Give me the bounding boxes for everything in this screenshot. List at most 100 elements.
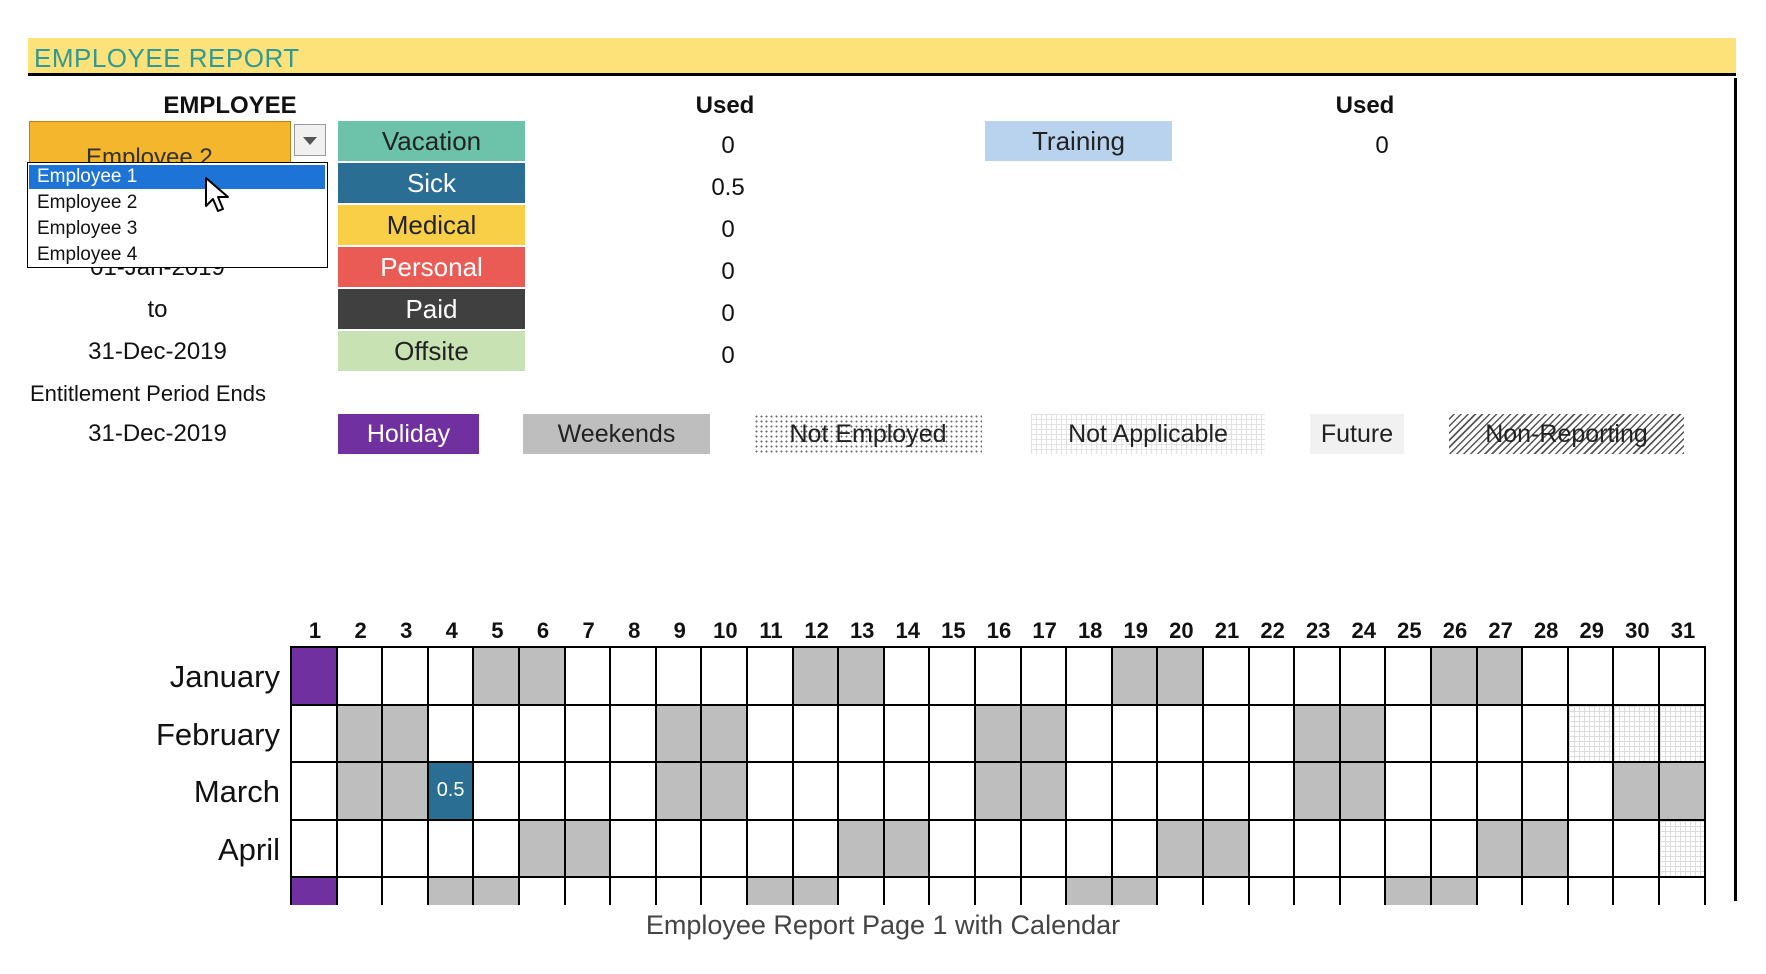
calendar-cell[interactable]	[930, 820, 976, 878]
calendar-cell[interactable]	[1340, 763, 1387, 821]
calendar-cell[interactable]	[1660, 763, 1706, 821]
calendar-cell[interactable]	[930, 878, 976, 905]
calendar-cell[interactable]	[793, 820, 840, 878]
calendar-cell[interactable]	[884, 820, 931, 878]
calendar-cell[interactable]	[383, 820, 429, 878]
calendar-cell[interactable]	[337, 705, 384, 763]
calendar-cell[interactable]	[1614, 763, 1660, 821]
calendar-cell[interactable]	[1158, 705, 1204, 763]
calendar-cell[interactable]	[1386, 878, 1432, 905]
calendar-cell[interactable]	[1204, 763, 1250, 821]
calendar-cell[interactable]	[338, 878, 384, 905]
calendar-cell[interactable]	[1523, 763, 1569, 821]
calendar-cell[interactable]	[383, 648, 429, 706]
calendar-cell[interactable]	[930, 648, 976, 706]
dropdown-option-employee-3[interactable]: Employee 3	[37, 218, 138, 239]
calendar-cell[interactable]	[1568, 820, 1615, 878]
calendar-cell[interactable]	[1067, 763, 1113, 821]
calendar-cell[interactable]	[748, 648, 794, 706]
calendar-cell[interactable]	[337, 648, 384, 706]
calendar-cell[interactable]	[428, 878, 475, 905]
calendar-cell[interactable]	[1386, 820, 1432, 878]
calendar-cell[interactable]	[1112, 763, 1159, 821]
calendar-cell[interactable]	[1432, 763, 1478, 821]
calendar-cell[interactable]	[337, 763, 384, 821]
calendar-cell[interactable]	[702, 648, 748, 706]
dropdown-option-employee-2[interactable]: Employee 2	[37, 192, 138, 213]
calendar-cell[interactable]	[1660, 648, 1706, 706]
calendar-cell[interactable]	[1386, 705, 1432, 763]
calendar-cell[interactable]	[383, 878, 429, 905]
calendar-cell[interactable]	[1067, 878, 1113, 905]
calendar-cell[interactable]	[702, 763, 748, 821]
calendar-cell[interactable]	[565, 763, 612, 821]
calendar-cell[interactable]	[1067, 705, 1113, 763]
calendar-cell[interactable]	[1523, 878, 1569, 905]
calendar-cell[interactable]	[1249, 763, 1296, 821]
calendar-cell[interactable]	[1112, 648, 1159, 706]
calendar-cell[interactable]	[1112, 820, 1159, 878]
calendar-cell[interactable]	[1295, 705, 1341, 763]
calendar-cell[interactable]	[1158, 648, 1204, 706]
calendar-cell[interactable]	[1568, 705, 1615, 763]
calendar-cell[interactable]	[1204, 820, 1250, 878]
calendar-cell[interactable]	[748, 878, 794, 905]
calendar-cell[interactable]	[474, 820, 520, 878]
calendar-cell[interactable]	[1295, 763, 1341, 821]
calendar-cell[interactable]	[793, 705, 840, 763]
calendar-cell[interactable]	[292, 705, 338, 763]
calendar-cell[interactable]	[656, 763, 703, 821]
calendar-cell[interactable]	[976, 648, 1022, 706]
calendar-cell[interactable]	[1386, 648, 1432, 706]
calendar-cell[interactable]	[1112, 878, 1159, 905]
calendar-cell[interactable]	[1523, 705, 1569, 763]
calendar-cell[interactable]	[1295, 878, 1341, 905]
calendar-cell[interactable]	[611, 763, 657, 821]
calendar-cell[interactable]	[474, 705, 520, 763]
calendar-cell[interactable]	[1340, 820, 1387, 878]
calendar-cell[interactable]	[611, 648, 657, 706]
calendar-cell[interactable]	[1569, 878, 1615, 905]
calendar-cell[interactable]	[1477, 705, 1524, 763]
calendar-cell[interactable]	[702, 878, 748, 905]
calendar-cell[interactable]	[884, 705, 931, 763]
dropdown-option-employee-1[interactable]: Employee 1	[29, 165, 325, 189]
calendar-cell[interactable]	[383, 705, 429, 763]
calendar-cell[interactable]	[1204, 878, 1250, 905]
calendar-cell[interactable]	[1112, 705, 1159, 763]
calendar-cell[interactable]	[520, 705, 566, 763]
calendar-cell[interactable]	[1568, 648, 1615, 706]
calendar-cell[interactable]	[292, 878, 338, 905]
calendar-cell[interactable]	[839, 763, 885, 821]
calendar-cell[interactable]	[884, 648, 931, 706]
calendar-cell[interactable]	[611, 705, 657, 763]
calendar-cell[interactable]	[1158, 763, 1204, 821]
calendar-cell[interactable]	[1021, 820, 1068, 878]
calendar-cell[interactable]	[1067, 820, 1113, 878]
employee-dropdown-list[interactable]: Employee 1 Employee 2 Employee 3 Employe…	[27, 162, 328, 268]
calendar-cell[interactable]	[1568, 763, 1615, 821]
calendar-cell[interactable]	[839, 820, 885, 878]
calendar-cell[interactable]	[839, 878, 885, 905]
calendar-cell[interactable]	[656, 820, 703, 878]
calendar-cell[interactable]	[520, 820, 566, 878]
calendar-cell[interactable]	[1340, 648, 1387, 706]
dropdown-arrow-icon[interactable]	[294, 124, 326, 156]
calendar-cell[interactable]	[611, 878, 657, 905]
calendar-cell[interactable]	[1477, 820, 1524, 878]
calendar-cell[interactable]	[565, 820, 612, 878]
calendar-cell[interactable]	[656, 705, 703, 763]
calendar-cell[interactable]	[1204, 705, 1250, 763]
calendar-cell[interactable]	[1660, 878, 1706, 905]
calendar-cell[interactable]	[383, 763, 429, 821]
calendar-cell[interactable]	[1614, 820, 1660, 878]
calendar-cell[interactable]	[1523, 648, 1569, 706]
calendar-cell[interactable]	[976, 878, 1022, 905]
calendar-cell[interactable]	[292, 820, 338, 878]
calendar-cell[interactable]	[1067, 648, 1113, 706]
calendar-cell[interactable]	[976, 763, 1022, 821]
calendar-cell[interactable]	[1250, 878, 1296, 905]
calendar-cell[interactable]	[1432, 705, 1478, 763]
calendar-cell[interactable]	[657, 878, 703, 905]
calendar-cell[interactable]	[1477, 763, 1524, 821]
